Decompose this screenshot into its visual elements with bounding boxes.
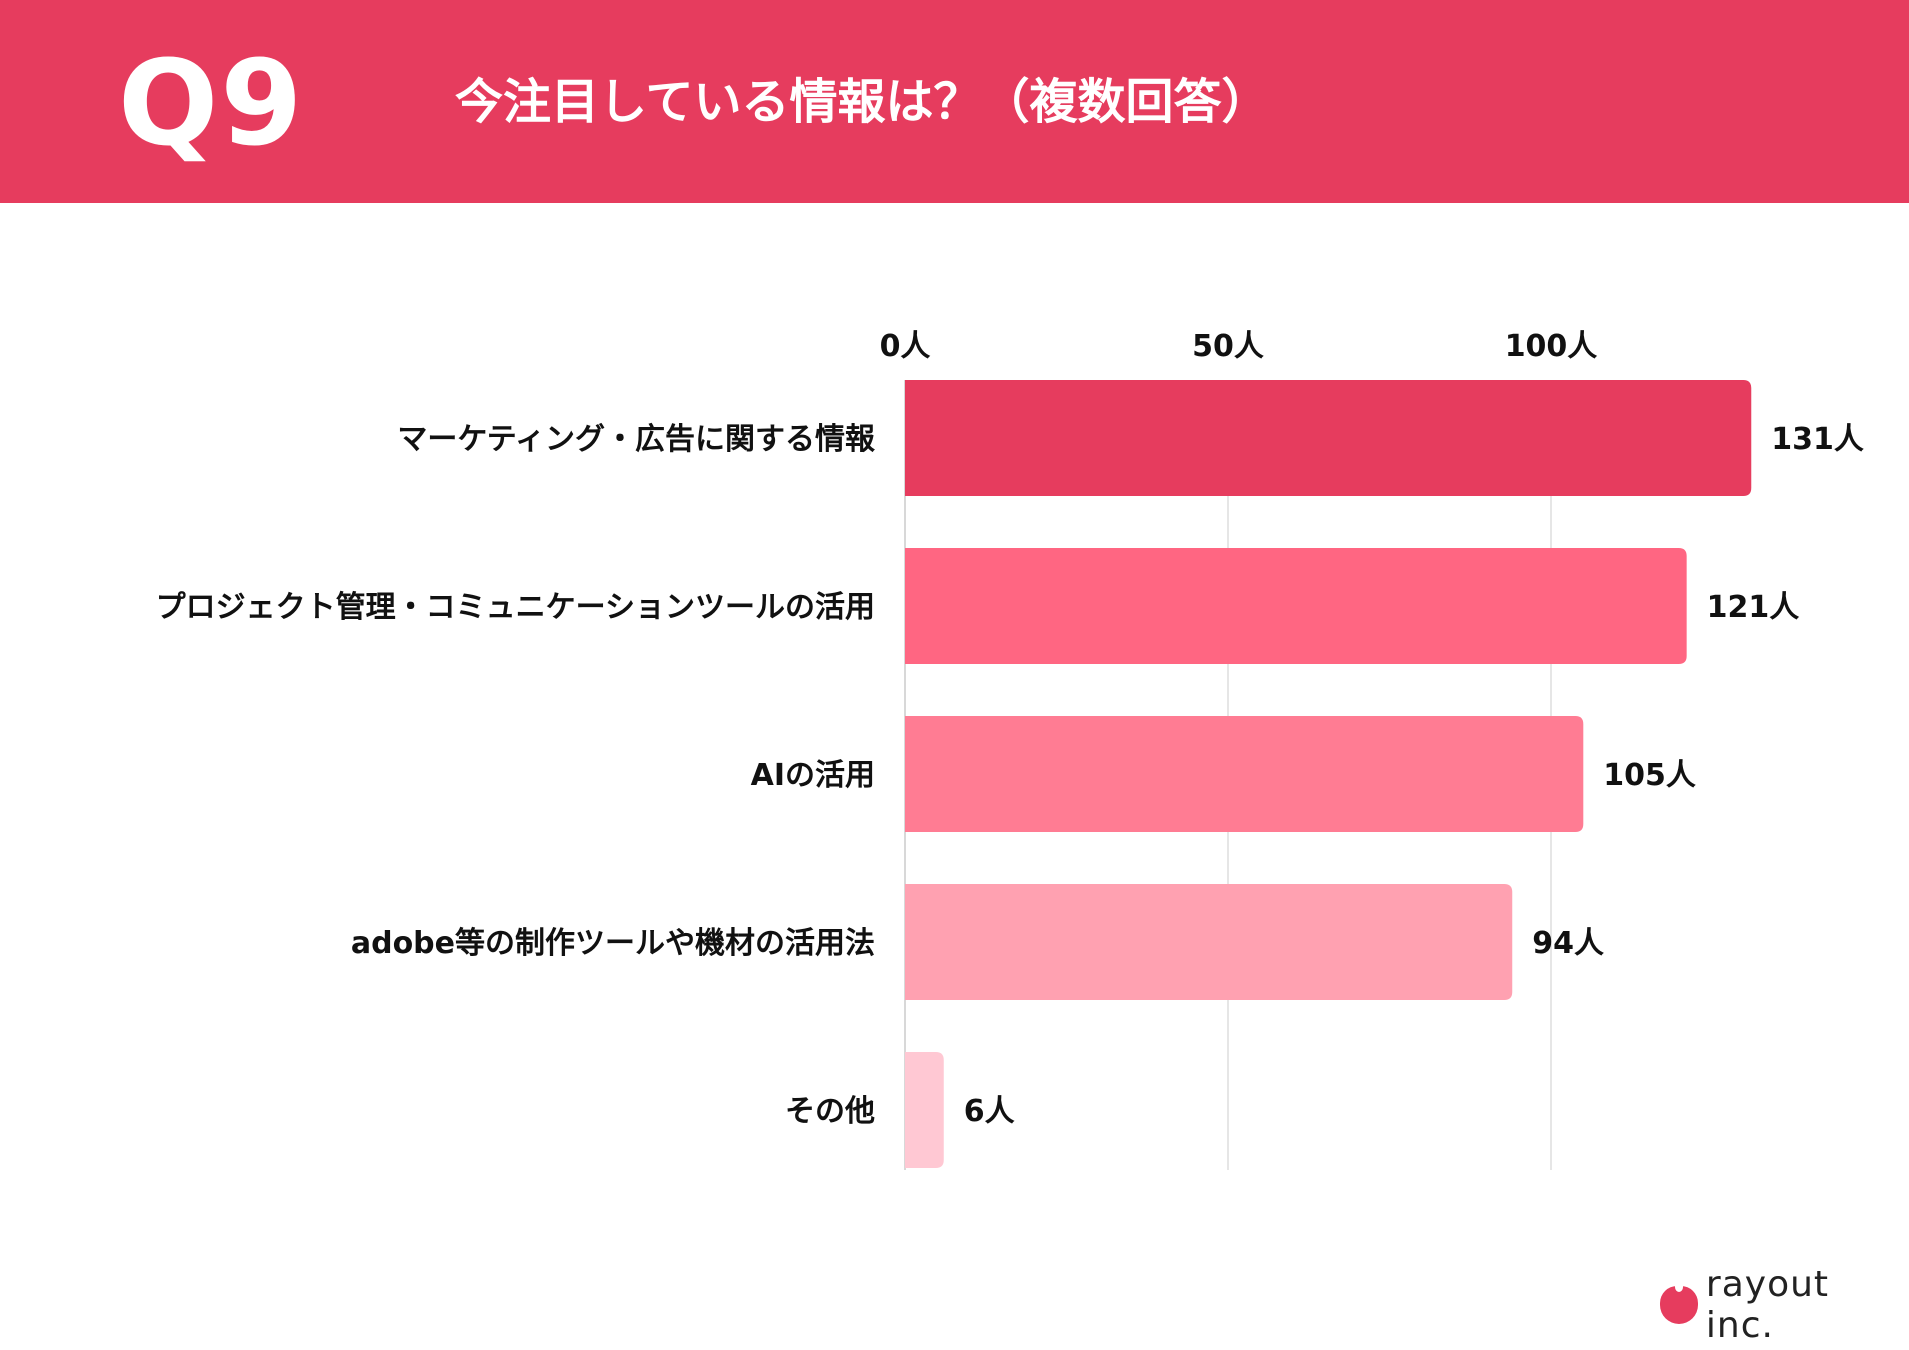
bar bbox=[905, 380, 1752, 496]
header-banner: Q9 今注目している情報は？（複数回答） bbox=[0, 0, 1909, 203]
value-label: 105人 bbox=[1603, 758, 1696, 793]
bar bbox=[905, 884, 1513, 1000]
bar bbox=[905, 548, 1687, 664]
question-number: Q9 bbox=[118, 34, 305, 172]
brand-logo: rayout inc. bbox=[1660, 1264, 1909, 1346]
value-label: 6人 bbox=[964, 1094, 1015, 1129]
brand-name: rayout inc. bbox=[1705, 1264, 1830, 1346]
bar bbox=[905, 716, 1584, 832]
value-label: 94人 bbox=[1532, 926, 1604, 961]
page-title: 今注目している情報は？（複数回答） bbox=[455, 74, 1270, 130]
x-tick-label: 100人 bbox=[1505, 329, 1598, 364]
category-label: マーケティング・広告に関する情報 bbox=[397, 422, 876, 457]
category-label: AIの活用 bbox=[751, 758, 875, 793]
tomato-logo-icon bbox=[1660, 1282, 1698, 1324]
bar bbox=[905, 1052, 944, 1168]
category-label: adobe等の制作ツールや機材の活用法 bbox=[351, 926, 875, 961]
category-labels: マーケティング・広告に関する情報プロジェクト管理・コミュニケーションツールの活用… bbox=[156, 422, 876, 1129]
x-tick-label: 0人 bbox=[880, 329, 931, 364]
x-axis-ticks: 0人 50人 100人 bbox=[880, 329, 1598, 364]
value-labels: 131人 121人 105人 94人 6人 bbox=[964, 422, 1864, 1129]
category-label: プロジェクト管理・コミュニケーションツールの活用 bbox=[156, 590, 875, 625]
category-label: その他 bbox=[785, 1094, 875, 1129]
value-label: 131人 bbox=[1771, 422, 1864, 457]
value-label: 121人 bbox=[1707, 590, 1800, 625]
x-tick-label: 50人 bbox=[1192, 329, 1264, 364]
bars bbox=[905, 380, 1752, 1168]
